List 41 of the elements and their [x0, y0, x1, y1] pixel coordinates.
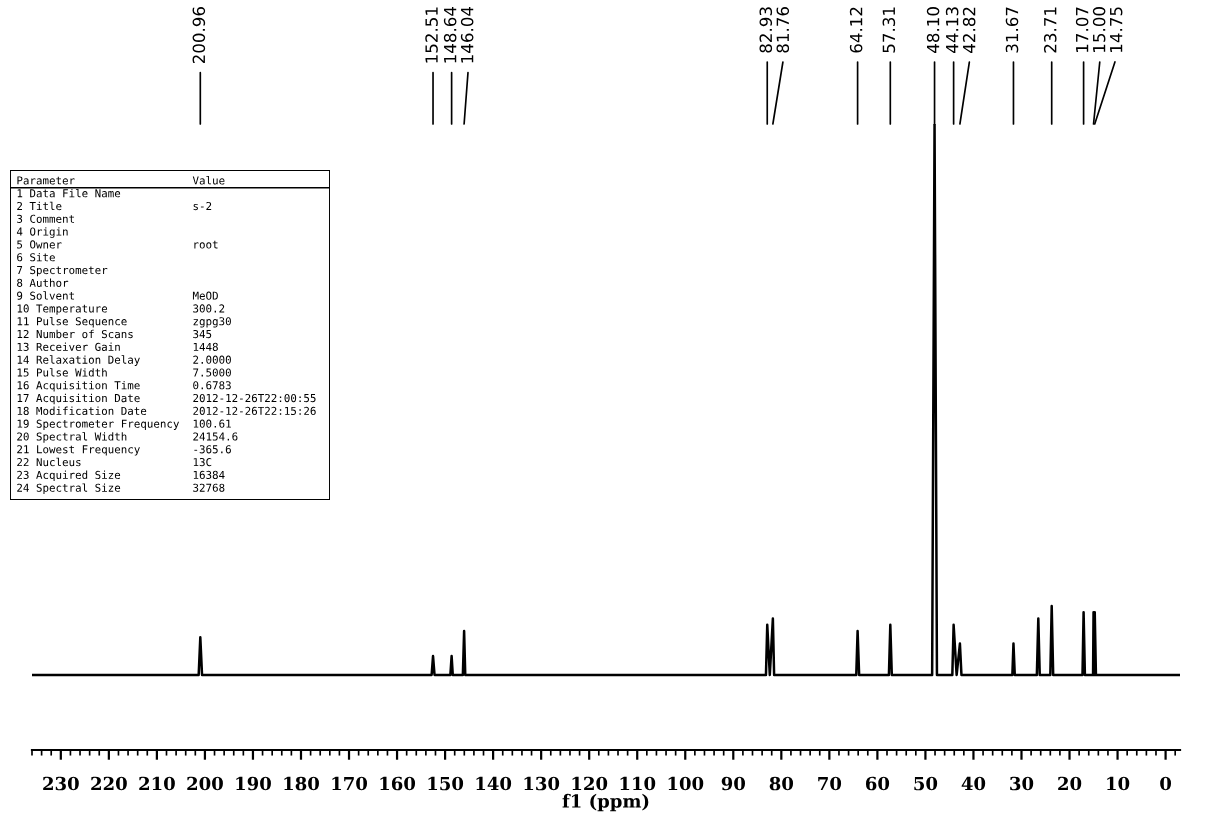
- x-tick-label: 20: [1058, 776, 1082, 791]
- x-tick-label: 90: [721, 776, 746, 791]
- x-tick-label: 60: [865, 776, 890, 791]
- annotation: 17.07: [1075, 7, 1089, 52]
- annotation: 15.00: [1092, 7, 1106, 52]
- annotation: 146.04: [460, 6, 474, 63]
- x-tick-label: 0: [1160, 776, 1172, 791]
- x-tick-label: 70: [818, 776, 842, 791]
- annotation: 23.71: [1043, 7, 1057, 53]
- x-tick-label: 140: [476, 776, 512, 791]
- annotation: 44.13: [945, 7, 959, 53]
- annotation: 200.96: [192, 7, 206, 64]
- x-tick-label: 50: [914, 776, 938, 791]
- x-tick-label: 190: [236, 776, 271, 791]
- x-tick-label: 180: [284, 776, 319, 791]
- x-tick-label: 130: [524, 776, 560, 791]
- annotation: 14.75: [1110, 7, 1123, 52]
- x-tick-label: 30: [1010, 776, 1034, 791]
- x-tick-label: 210: [139, 776, 175, 791]
- annotation: 57.31: [882, 7, 896, 53]
- x-tick-label: 170: [332, 776, 368, 791]
- annotation: 31.67: [1005, 7, 1019, 53]
- x-tick-label: 110: [620, 776, 656, 791]
- x-tick-label: 230: [43, 776, 79, 791]
- annotation: 81.76: [776, 7, 790, 53]
- x-tick-label: 100: [668, 776, 704, 791]
- annotation: 82.93: [759, 7, 773, 53]
- x-tick-label: 120: [572, 776, 608, 791]
- x-tick-label: 40: [961, 776, 986, 791]
- annotation: 48.10: [926, 7, 940, 53]
- annotation: 64.12: [849, 7, 863, 53]
- x-tick-label: 160: [380, 776, 416, 791]
- x-tick-label: 220: [91, 776, 127, 791]
- x-tick-label: 150: [428, 776, 464, 791]
- x-tick-label: 10: [1107, 776, 1130, 791]
- x-axis-title: f1 (ppm): [562, 793, 649, 812]
- annotation: 148.64: [443, 6, 457, 63]
- x-tick-label: 200: [187, 776, 223, 791]
- x-tick-label: 80: [769, 776, 794, 791]
- annotation: 152.51: [425, 7, 438, 63]
- annotation: 42.82: [962, 7, 976, 53]
